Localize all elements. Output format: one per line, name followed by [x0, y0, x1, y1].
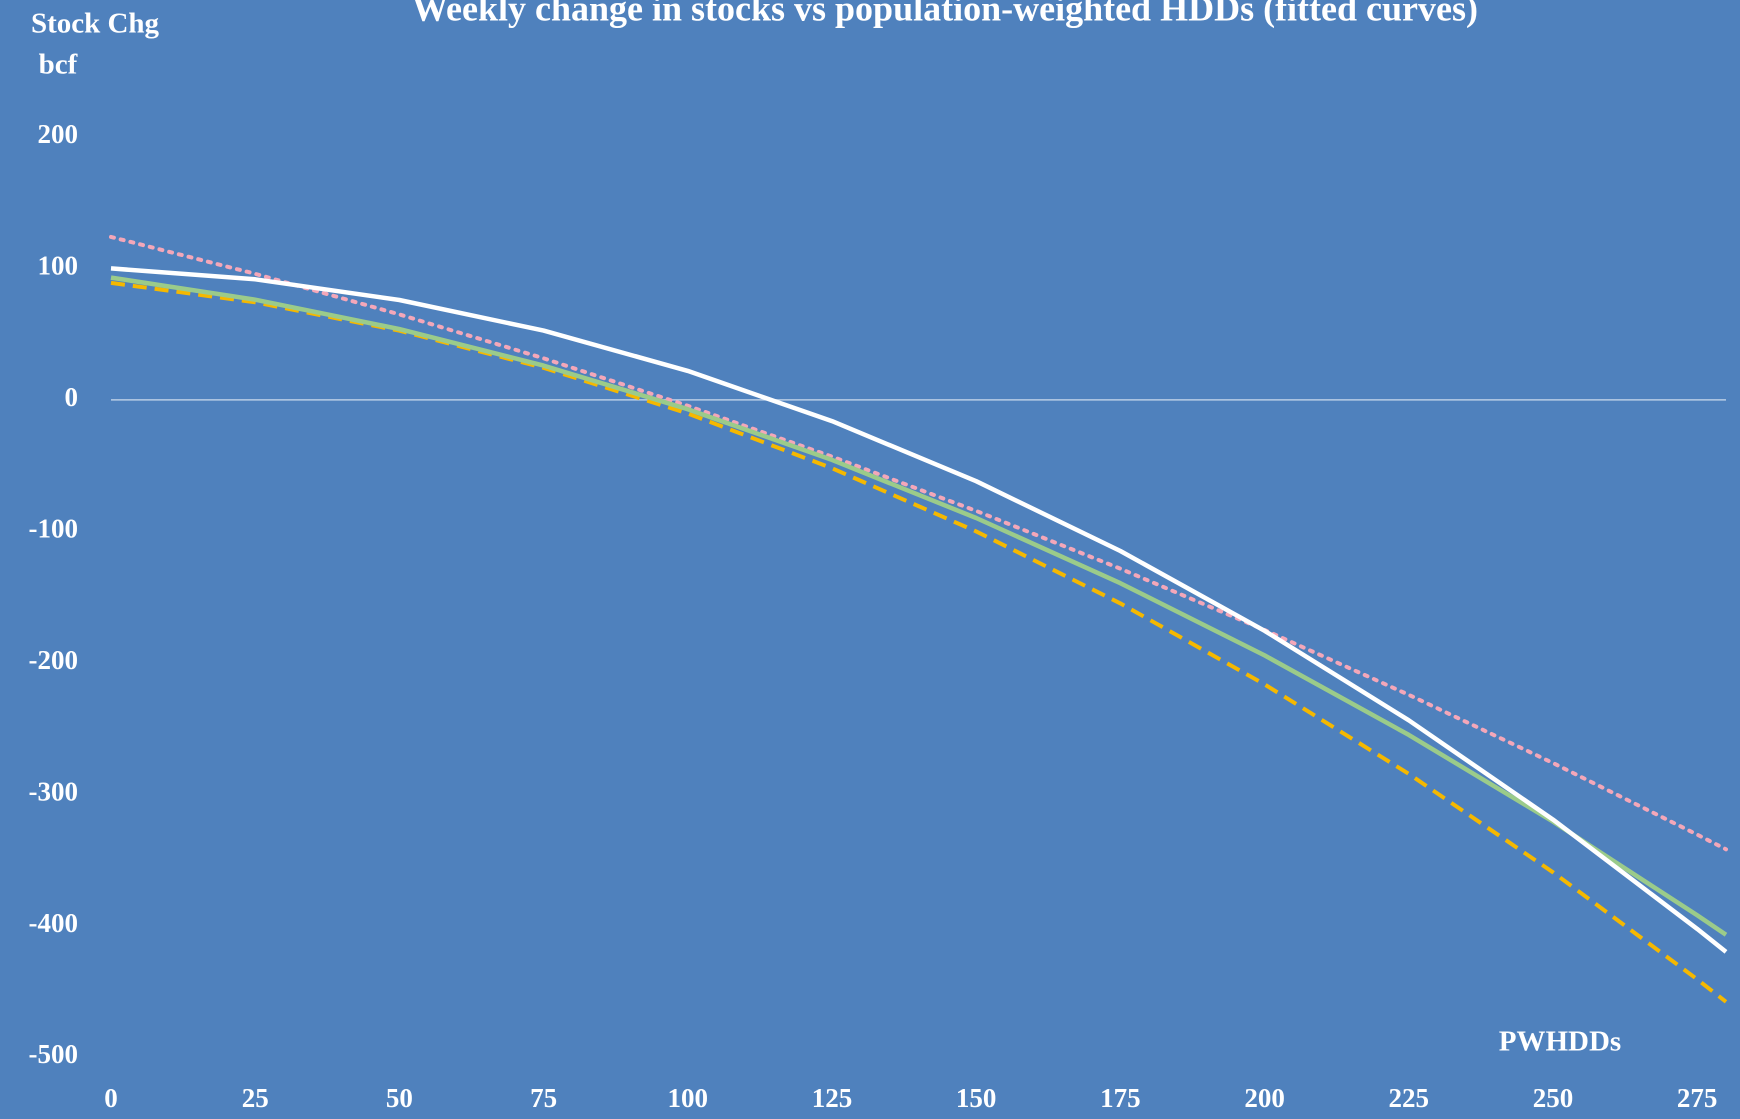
y-tick-label: -200 — [29, 645, 79, 675]
x-tick-label: 175 — [1100, 1083, 1141, 1113]
y-tick-label: 100 — [38, 251, 79, 281]
x-tick-label: 200 — [1244, 1083, 1285, 1113]
y-tick-label: -300 — [29, 776, 79, 806]
y-tick-label: -100 — [29, 513, 79, 543]
series-line — [109, 234, 1728, 852]
x-tick-label: 25 — [242, 1083, 269, 1113]
y-axis-label: bcf — [39, 49, 78, 81]
x-tick-label: 250 — [1533, 1083, 1574, 1113]
y-tick-label: -400 — [29, 908, 79, 938]
series-line — [110, 266, 1728, 954]
y-tick-label: 200 — [38, 119, 79, 149]
y-tick-label: 0 — [65, 382, 79, 412]
x-tick-label: 75 — [530, 1083, 557, 1113]
y-axis-label: Stock Chg — [31, 8, 160, 40]
x-tick-label: 0 — [104, 1083, 118, 1113]
y-tick-label: -500 — [29, 1039, 79, 1069]
x-tick-label: 275 — [1677, 1083, 1718, 1113]
chart-title: Weekly change in stocks vs population-we… — [412, 0, 1478, 28]
x-tick-label: 100 — [668, 1083, 709, 1113]
x-tick-label: 150 — [956, 1083, 997, 1113]
x-tick-label: 50 — [386, 1083, 413, 1113]
x-tick-label: 125 — [812, 1083, 853, 1113]
x-tick-label: 225 — [1389, 1083, 1430, 1113]
x-axis-label: PWHDDs — [1499, 1026, 1621, 1058]
